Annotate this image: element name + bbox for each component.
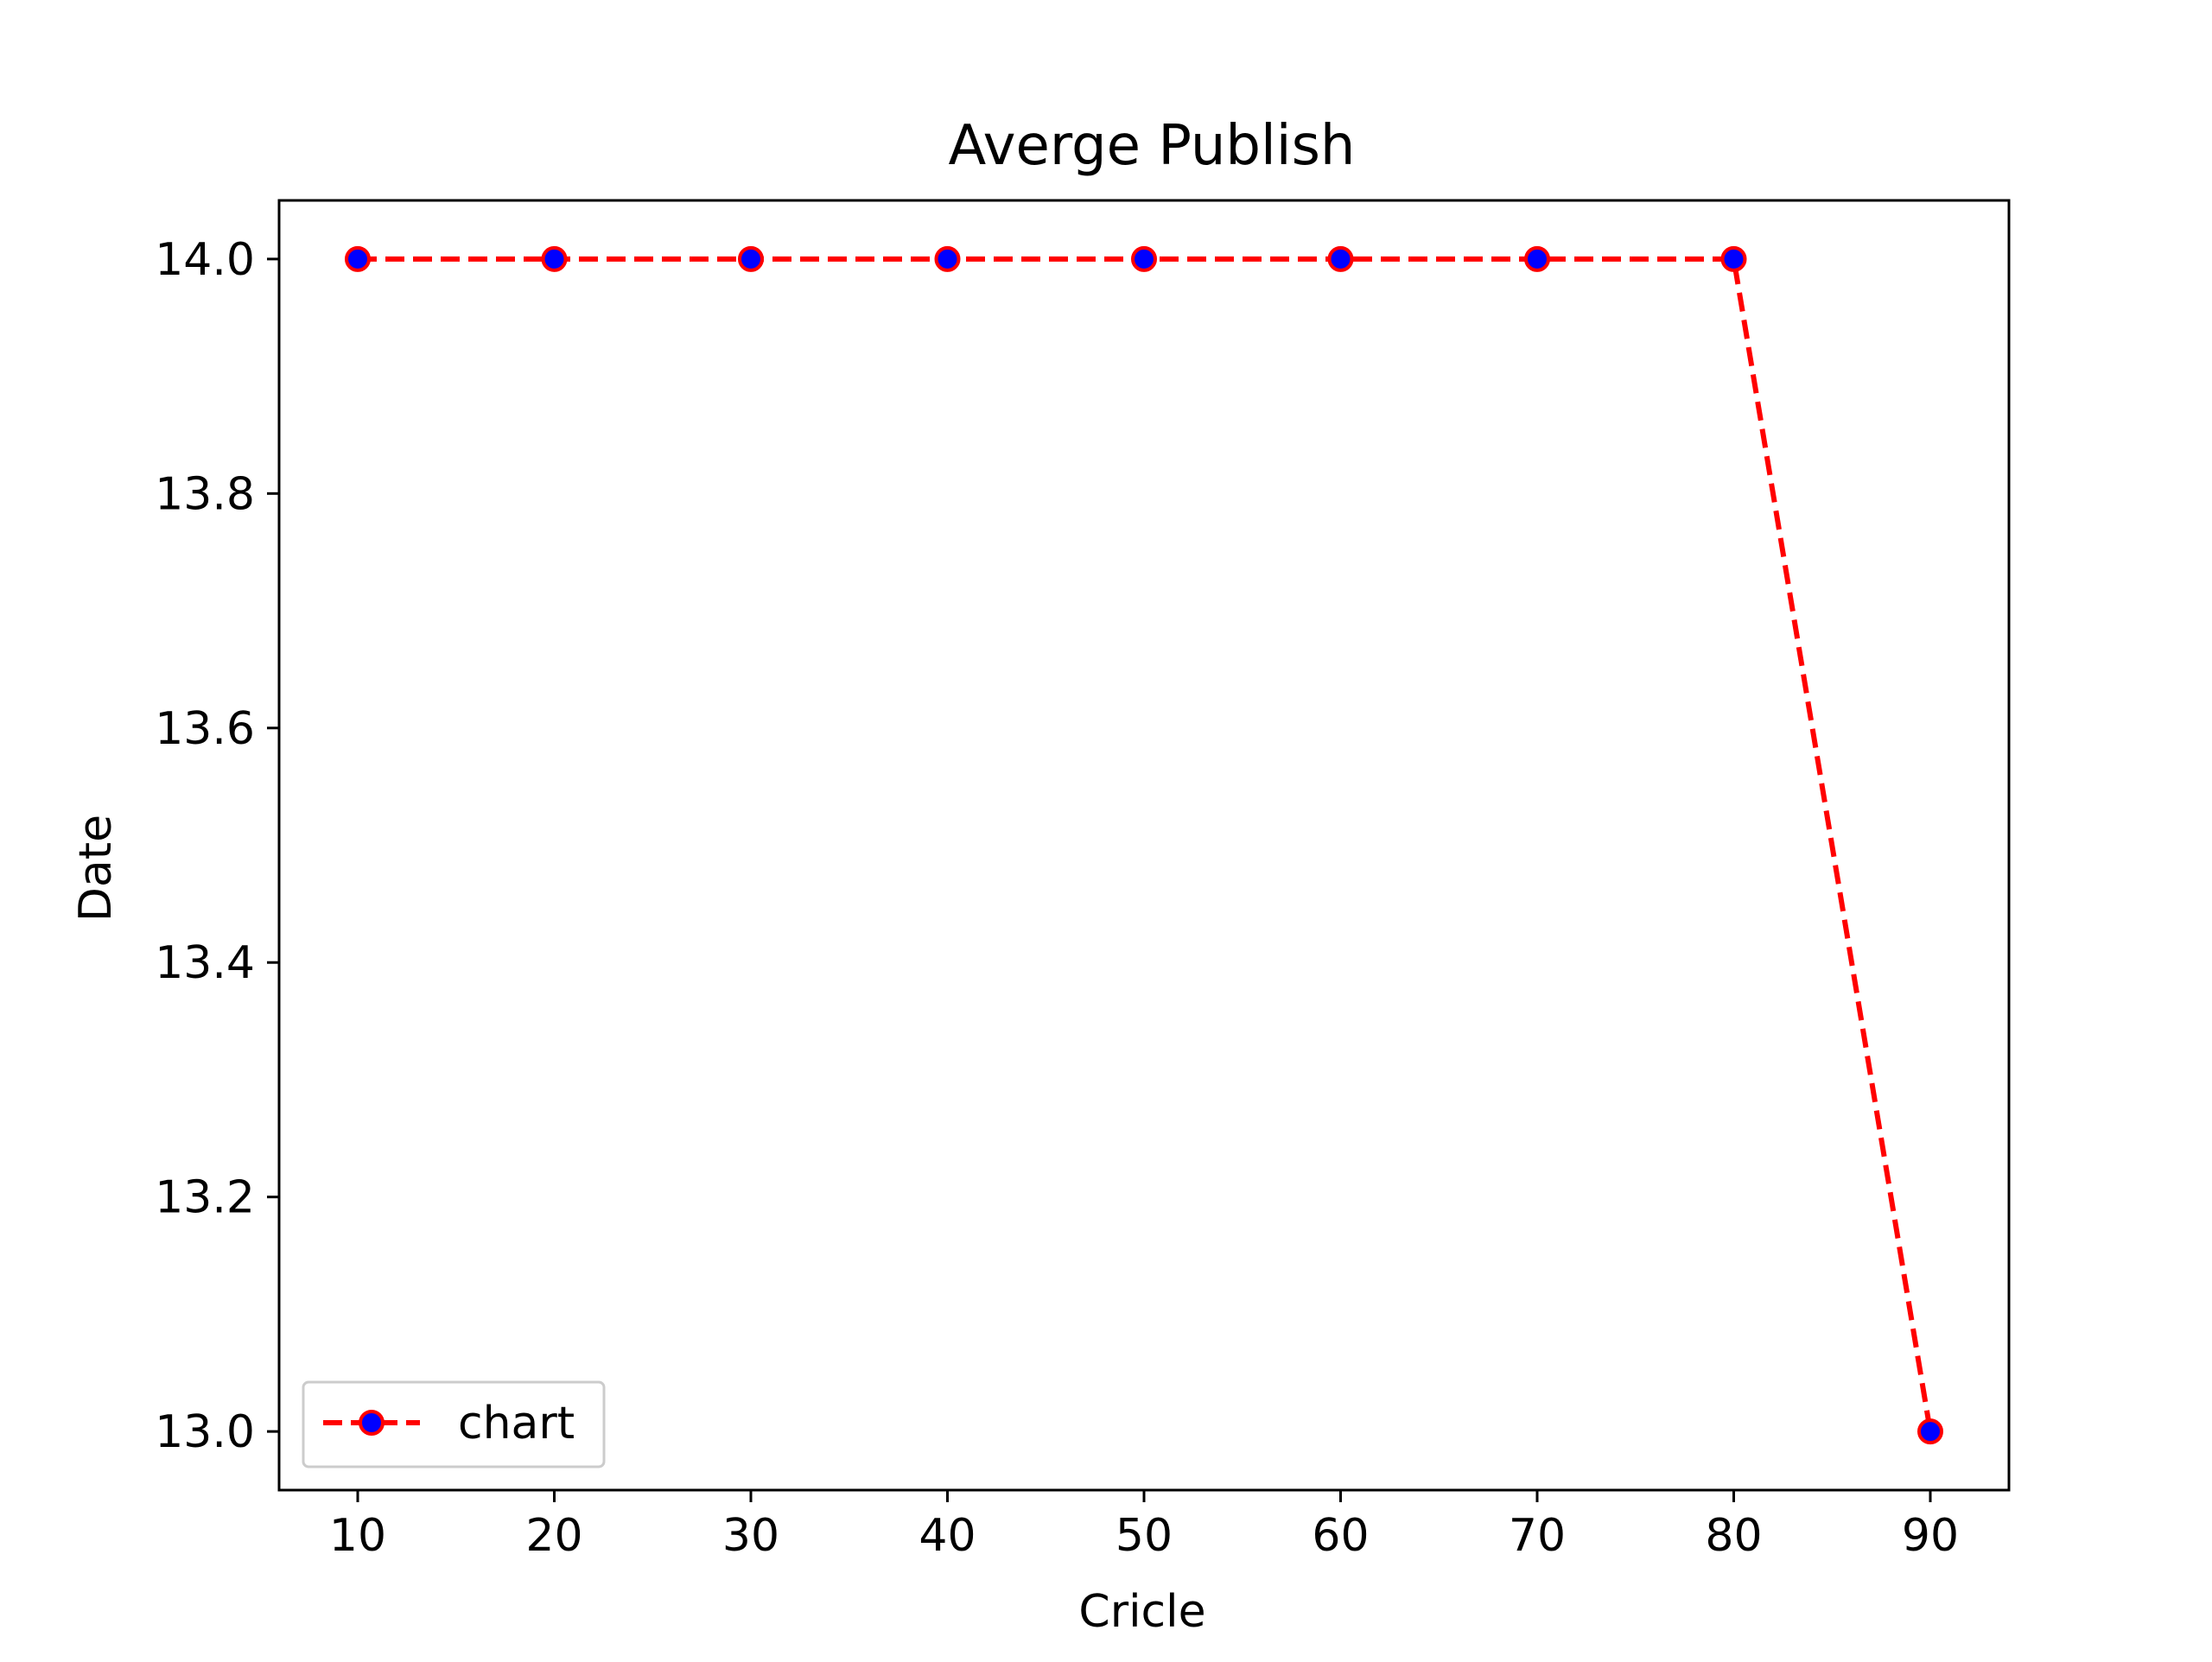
data-point-marker: [934, 245, 961, 272]
data-point-marker: [345, 245, 371, 272]
data-point-marker: [1327, 245, 1354, 272]
data-point-marker: [1524, 245, 1550, 272]
legend: chart: [302, 1380, 606, 1469]
data-point-marker: [1720, 245, 1747, 272]
legend-marker-sample: [359, 1410, 385, 1436]
data-point-marker: [541, 245, 568, 272]
y-tick-label: 13.6: [155, 703, 255, 755]
plot-frame: [277, 199, 2011, 1492]
data-point-marker: [1131, 245, 1157, 272]
x-tick-label: 90: [1902, 1510, 1959, 1562]
x-tick-label: 40: [918, 1510, 976, 1562]
legend-box: [302, 1380, 606, 1469]
x-tick-label: 50: [1116, 1510, 1173, 1562]
y-tick-label: 13.4: [155, 937, 255, 989]
data-point-marker: [1917, 1418, 1943, 1445]
y-tick-label: 14.0: [155, 234, 255, 286]
x-tick-label: 70: [1509, 1510, 1566, 1562]
y-tick-label: 13.0: [155, 1406, 255, 1458]
x-tick-label: 30: [722, 1510, 779, 1562]
x-tick-label: 80: [1705, 1510, 1762, 1562]
y-tick-label: 13.8: [155, 468, 255, 520]
x-tick-label: 10: [329, 1510, 386, 1562]
series-layer: [345, 245, 1943, 1445]
y-axis-ticks: 13.0 13.2 13.4 13.6 13.8 14.0: [155, 234, 279, 1458]
x-tick-label: 60: [1312, 1510, 1369, 1562]
data-point-marker: [738, 245, 764, 272]
x-axis-ticks: 10 20 30 40 50 60 70 80 90: [329, 1490, 1959, 1562]
chart-title: Averge Publish: [949, 114, 1356, 178]
legend-label: chart: [458, 1398, 575, 1449]
x-axis-label: Cricle: [1078, 1586, 1205, 1638]
y-tick-label: 13.2: [155, 1172, 255, 1224]
x-tick-label: 20: [525, 1510, 582, 1562]
y-axis-label: Date: [70, 815, 122, 922]
